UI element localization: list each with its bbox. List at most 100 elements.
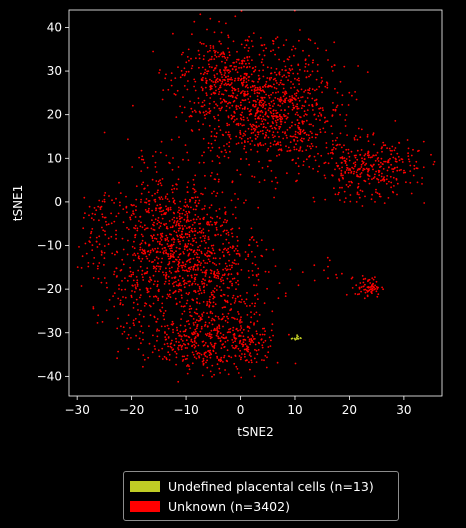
data-point	[236, 71, 239, 74]
data-point	[180, 338, 183, 341]
data-point	[356, 138, 359, 141]
data-point	[214, 234, 217, 237]
data-point	[353, 137, 356, 139]
data-point	[135, 205, 138, 208]
data-point	[234, 340, 237, 343]
data-point	[366, 173, 369, 176]
data-point	[241, 124, 244, 127]
data-point	[264, 86, 267, 88]
data-point	[281, 83, 284, 86]
data-point	[357, 127, 360, 130]
data-point	[206, 70, 209, 73]
x-axis-ticks: −30 −20 −10 0 10 20 30	[65, 396, 412, 417]
data-point	[206, 356, 209, 358]
data-point	[204, 235, 207, 237]
data-point	[232, 120, 235, 123]
data-point	[209, 78, 211, 81]
data-point	[253, 284, 255, 287]
data-point	[335, 273, 337, 276]
data-point	[179, 334, 181, 337]
data-point	[268, 130, 271, 133]
data-point	[233, 302, 236, 304]
data-point	[210, 343, 213, 346]
data-point	[252, 99, 255, 102]
data-point	[274, 77, 276, 80]
data-point	[200, 250, 203, 253]
data-point	[102, 229, 105, 232]
data-point	[377, 178, 380, 181]
data-point	[364, 180, 367, 183]
data-point	[253, 337, 256, 340]
data-point	[240, 301, 242, 303]
data-point	[157, 262, 159, 265]
data-point	[305, 76, 308, 78]
data-point	[189, 305, 192, 308]
data-point	[298, 83, 300, 85]
data-point	[365, 167, 368, 170]
data-point	[178, 206, 180, 209]
data-point	[250, 236, 253, 239]
data-point	[263, 327, 266, 330]
data-point	[271, 116, 274, 118]
data-point	[292, 104, 295, 107]
data-point	[93, 257, 96, 259]
data-point	[140, 221, 142, 224]
data-point	[161, 178, 164, 180]
data-point	[178, 218, 181, 220]
data-point	[175, 223, 178, 226]
data-point	[299, 146, 302, 149]
data-point	[391, 145, 394, 148]
data-point	[234, 77, 237, 80]
data-point	[253, 129, 256, 132]
data-point	[293, 107, 295, 110]
data-point	[266, 86, 269, 88]
data-point	[171, 282, 174, 285]
data-point	[317, 170, 319, 173]
data-point	[188, 292, 191, 294]
data-point	[122, 208, 125, 211]
data-point	[158, 270, 160, 273]
data-point	[241, 107, 244, 110]
data-point	[176, 235, 179, 238]
data-point	[91, 228, 94, 230]
data-point	[370, 198, 373, 201]
data-point	[141, 155, 144, 158]
data-point	[213, 76, 216, 79]
data-point	[181, 236, 184, 239]
data-point	[235, 123, 238, 126]
data-point	[332, 109, 335, 111]
data-point	[306, 70, 309, 73]
data-point	[276, 131, 279, 134]
data-point	[228, 54, 231, 57]
data-point	[132, 254, 134, 256]
data-point	[317, 152, 319, 155]
data-point	[234, 15, 237, 18]
data-point	[247, 348, 250, 351]
data-point	[271, 39, 274, 42]
data-point	[186, 236, 189, 239]
data-point	[210, 130, 213, 133]
data-point	[358, 287, 361, 290]
data-point	[266, 66, 269, 69]
data-point	[284, 98, 286, 100]
data-point	[215, 228, 218, 231]
data-point	[177, 347, 179, 349]
data-point	[167, 253, 170, 256]
data-point	[192, 240, 195, 243]
data-point	[232, 92, 234, 94]
data-point	[222, 361, 224, 363]
data-point	[173, 221, 175, 224]
data-point	[272, 105, 274, 108]
data-point	[281, 69, 284, 71]
data-point	[194, 190, 197, 193]
data-point	[222, 334, 225, 336]
data-point	[161, 306, 164, 309]
data-point	[249, 136, 252, 139]
data-point	[167, 336, 170, 338]
data-point	[204, 323, 207, 326]
data-point	[295, 336, 298, 339]
data-point	[401, 161, 404, 163]
y-tick-label: 30	[47, 64, 62, 78]
data-point	[209, 310, 212, 313]
data-point	[372, 177, 375, 180]
